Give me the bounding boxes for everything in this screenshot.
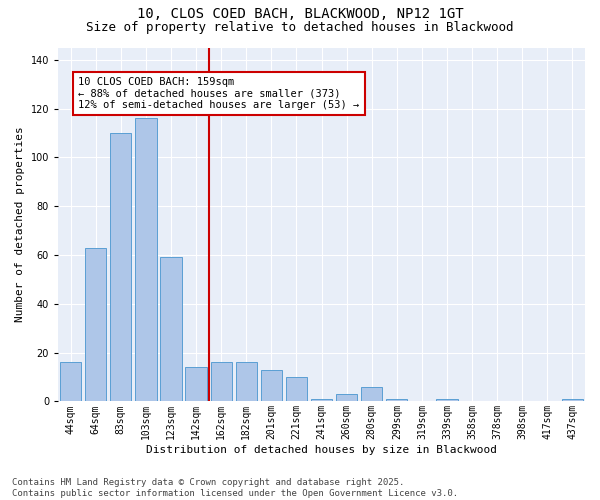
Text: 10, CLOS COED BACH, BLACKWOOD, NP12 1GT: 10, CLOS COED BACH, BLACKWOOD, NP12 1GT <box>137 8 463 22</box>
Bar <box>211 362 232 402</box>
Bar <box>336 394 357 402</box>
Bar <box>562 399 583 402</box>
Bar <box>311 399 332 402</box>
Bar <box>260 370 282 402</box>
Bar <box>436 399 458 402</box>
Text: 10 CLOS COED BACH: 159sqm
← 88% of detached houses are smaller (373)
12% of semi: 10 CLOS COED BACH: 159sqm ← 88% of detac… <box>78 77 359 110</box>
Bar <box>60 362 81 402</box>
Bar <box>286 377 307 402</box>
Bar <box>185 367 207 402</box>
Bar <box>236 362 257 402</box>
Bar <box>85 248 106 402</box>
Y-axis label: Number of detached properties: Number of detached properties <box>15 126 25 322</box>
Text: Contains HM Land Registry data © Crown copyright and database right 2025.
Contai: Contains HM Land Registry data © Crown c… <box>12 478 458 498</box>
Bar <box>361 387 382 402</box>
Bar <box>386 399 407 402</box>
Text: Size of property relative to detached houses in Blackwood: Size of property relative to detached ho… <box>86 21 514 34</box>
Bar <box>135 118 157 402</box>
Bar <box>160 258 182 402</box>
X-axis label: Distribution of detached houses by size in Blackwood: Distribution of detached houses by size … <box>146 445 497 455</box>
Bar <box>110 133 131 402</box>
